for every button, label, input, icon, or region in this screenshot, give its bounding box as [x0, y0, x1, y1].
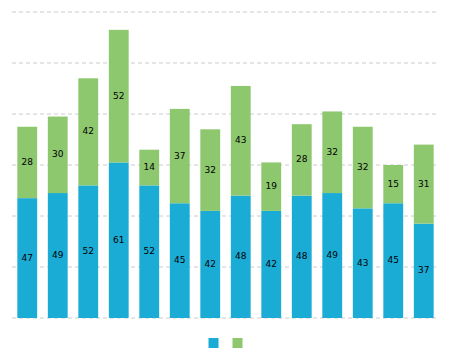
- bar-segment: [231, 86, 251, 196]
- legend-swatch: [233, 338, 243, 348]
- data-label: 19: [266, 181, 278, 191]
- data-labels: 47 49 52 61 52 45 42 48 42 48 49 43 45 37 28 30 42 52 14 37…: [22, 91, 430, 276]
- bar-segment: [17, 127, 37, 198]
- bar-segment: [109, 162, 129, 318]
- data-label: 52: [113, 91, 124, 101]
- bars: [17, 30, 433, 318]
- data-label: 52: [144, 246, 155, 256]
- legend-swatch: [209, 338, 219, 348]
- data-label: 47: [22, 253, 33, 263]
- data-label: 43: [235, 135, 246, 145]
- grid-line: [12, 318, 439, 319]
- data-label: 45: [174, 255, 185, 265]
- data-label: 45: [388, 255, 399, 265]
- data-label: 32: [357, 162, 368, 172]
- bar-segment: [78, 78, 98, 185]
- bar-segment: [414, 224, 434, 318]
- grid: [12, 12, 439, 318]
- data-label: 28: [296, 154, 308, 164]
- bar-segment: [78, 185, 98, 318]
- bar-segment: [17, 198, 37, 318]
- bar-segment: [48, 117, 68, 194]
- data-label: 15: [388, 179, 399, 189]
- bar-segment: [322, 193, 342, 318]
- bar-segment: [292, 196, 312, 318]
- bar-segment: [322, 111, 342, 193]
- bar-segment: [200, 129, 220, 211]
- bar-segment: [109, 30, 129, 163]
- data-label: 28: [22, 157, 34, 167]
- data-label: 31: [418, 179, 429, 189]
- grid-line: [12, 165, 439, 166]
- grid-line: [12, 63, 439, 64]
- legend: [209, 338, 243, 348]
- grid-line: [12, 114, 439, 115]
- bar-segment: [414, 145, 434, 224]
- bar-segment: [48, 193, 68, 318]
- bar-segment: [170, 203, 190, 318]
- bar-segment: [200, 211, 220, 318]
- bar-segment: [261, 162, 281, 210]
- data-label: 42: [266, 259, 277, 269]
- data-label: 48: [235, 251, 247, 261]
- data-label: 32: [327, 147, 338, 157]
- bar-segment: [353, 208, 373, 318]
- bar-segment: [139, 150, 159, 186]
- bar-segment: [139, 185, 159, 318]
- chart: 47 49 52 61 52 45 42 48 42 48 49 43 45 37 28 30 42 52 14 37…: [0, 0, 451, 362]
- data-label: 14: [144, 162, 156, 172]
- data-label: 32: [205, 165, 216, 175]
- data-label: 61: [113, 235, 124, 245]
- bar-segment: [383, 165, 403, 203]
- grid-line: [12, 267, 439, 268]
- bar-segment: [231, 196, 251, 318]
- data-label: 49: [52, 250, 64, 260]
- bar-segment: [170, 109, 190, 203]
- data-label: 42: [83, 126, 94, 136]
- bar-segment: [292, 124, 312, 195]
- bar-segment: [353, 127, 373, 209]
- data-label: 43: [357, 258, 368, 268]
- grid-line: [12, 12, 439, 13]
- data-label: 48: [296, 251, 308, 261]
- bar-segment: [261, 211, 281, 318]
- chart-container: 47 49 52 61 52 45 42 48 42 48 49 43 45 37 28 30 42 52 14 37…: [0, 0, 451, 362]
- grid-line: [12, 216, 439, 217]
- data-label: 49: [327, 250, 339, 260]
- data-label: 52: [83, 246, 94, 256]
- data-label: 30: [52, 149, 64, 159]
- data-label: 42: [205, 259, 216, 269]
- bar-segment: [383, 203, 403, 318]
- data-label: 37: [418, 265, 429, 275]
- data-label: 37: [174, 151, 185, 161]
